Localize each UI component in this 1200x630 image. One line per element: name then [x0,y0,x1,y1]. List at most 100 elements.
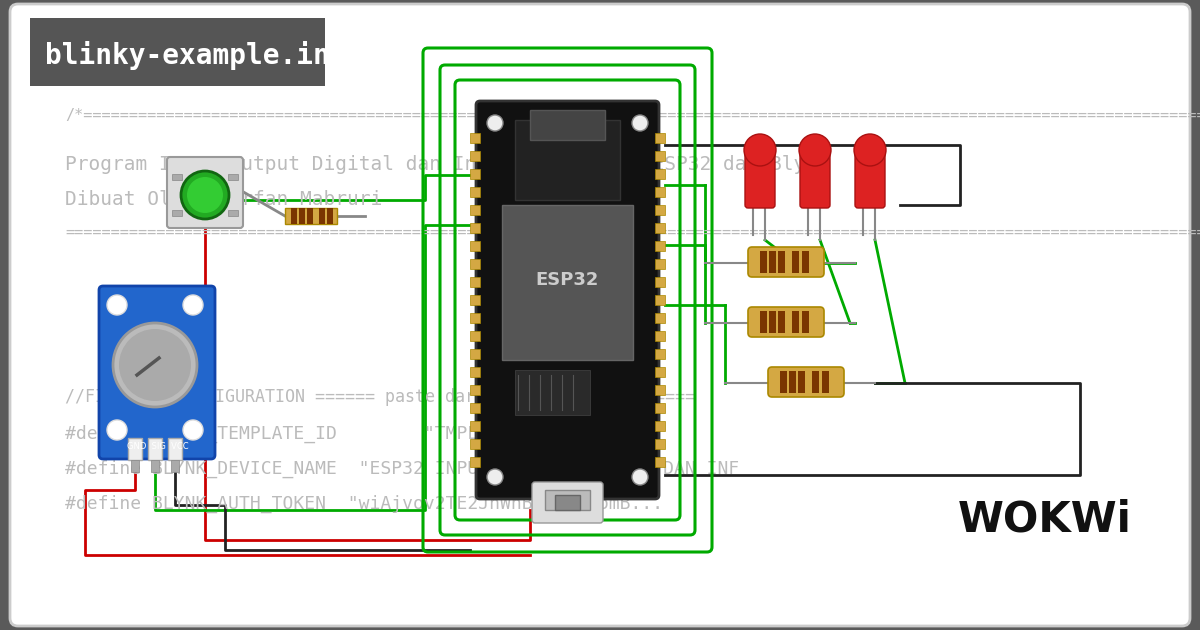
Bar [769,251,776,273]
Bar [151,460,158,472]
Circle shape [113,323,197,407]
Bar [470,277,480,287]
Text: /*==============================================================================: /*======================================… [65,108,1200,123]
Bar [655,295,665,305]
Text: WOKWi: WOKWi [958,499,1132,541]
Bar [128,438,142,460]
Bar [778,311,785,333]
Circle shape [119,329,191,401]
Bar [470,223,480,233]
Text: Program Input-Output Digital dan Input ADC dengan ESP32 dan Blynk: Program Input-Output Digital dan Input A… [65,155,829,174]
Bar [515,120,620,200]
Bar [655,133,665,143]
Bar [812,371,818,393]
Bar [168,438,182,460]
Bar [655,331,665,341]
FancyBboxPatch shape [854,147,886,208]
Circle shape [632,115,648,131]
Bar [131,460,139,472]
Text: ================================================================================: ========================================… [65,225,1200,240]
Circle shape [799,134,830,166]
FancyBboxPatch shape [10,4,1190,626]
FancyBboxPatch shape [98,286,215,459]
FancyBboxPatch shape [768,367,844,397]
Bar [655,439,665,449]
Text: blinky-example.ino: blinky-example.ino [46,42,347,71]
Bar [802,251,809,273]
Bar [798,371,805,393]
Circle shape [107,295,127,315]
Bar [470,385,480,395]
Bar [655,169,665,179]
Bar [655,457,665,467]
Bar [470,421,480,431]
Bar [655,259,665,269]
Bar [228,210,238,216]
Circle shape [487,469,503,485]
Bar [802,311,809,333]
Bar [172,460,179,472]
Bar [780,371,787,393]
Bar [655,277,665,287]
Bar [470,367,480,377]
Bar [470,133,480,143]
FancyBboxPatch shape [476,101,659,499]
Bar [554,495,580,510]
Text: #define BLYNK_TEMPLATE_ID        "TMPLj8FaxX": #define BLYNK_TEMPLATE_ID "TMPLj8FaxX" [65,425,554,444]
Bar [470,241,480,251]
Bar [655,187,665,197]
Bar [470,349,480,359]
Bar [470,403,480,413]
FancyBboxPatch shape [748,247,824,277]
Circle shape [181,171,229,219]
Text: ESP32: ESP32 [535,271,599,289]
Circle shape [182,295,203,315]
Bar [760,311,767,333]
Bar [545,490,590,510]
Bar [470,151,480,161]
Bar [769,311,776,333]
Text: #define BLYNK_DEVICE_NAME  "ESP32 INPUT OUTPUT DIGITAL DAN INF: #define BLYNK_DEVICE_NAME "ESP32 INPUT O… [65,460,739,478]
Bar [172,174,182,180]
Text: Dibuat Oleh : Irfan Mabruri: Dibuat Oleh : Irfan Mabruri [65,190,383,209]
Bar [655,241,665,251]
Bar [792,251,799,273]
Circle shape [487,115,503,131]
Bar [307,208,313,224]
Bar [286,208,337,224]
Bar [470,457,480,467]
Text: //FIRMWARE CONFIGURATION ====== paste dari website Blynk ======: //FIRMWARE CONFIGURATION ====== paste da… [65,388,695,406]
Bar [822,371,829,393]
Bar [470,205,480,215]
Bar [655,385,665,395]
FancyBboxPatch shape [532,482,604,523]
Bar [470,187,480,197]
Bar [30,18,325,86]
Bar [470,439,480,449]
Bar [655,313,665,323]
FancyBboxPatch shape [167,157,242,228]
Bar [655,349,665,359]
Bar [655,223,665,233]
Bar [470,295,480,305]
Circle shape [182,420,203,440]
Circle shape [632,469,648,485]
FancyBboxPatch shape [745,147,775,208]
Bar [470,313,480,323]
Bar [655,403,665,413]
Bar [319,208,325,224]
Bar [148,438,162,460]
Bar [530,110,605,140]
Circle shape [107,420,127,440]
Text: #define BLYNK_AUTH_TOKEN  "wiAjvov2TE2JnWhBU3isP2omB...: #define BLYNK_AUTH_TOKEN "wiAjvov2TE2JnW… [65,495,664,513]
Bar [778,251,785,273]
Bar [792,311,799,333]
Bar [760,251,767,273]
Bar [655,367,665,377]
FancyBboxPatch shape [748,307,824,337]
Bar [655,151,665,161]
Bar [299,208,305,224]
Circle shape [744,134,776,166]
Bar [502,205,634,360]
Bar [292,208,298,224]
